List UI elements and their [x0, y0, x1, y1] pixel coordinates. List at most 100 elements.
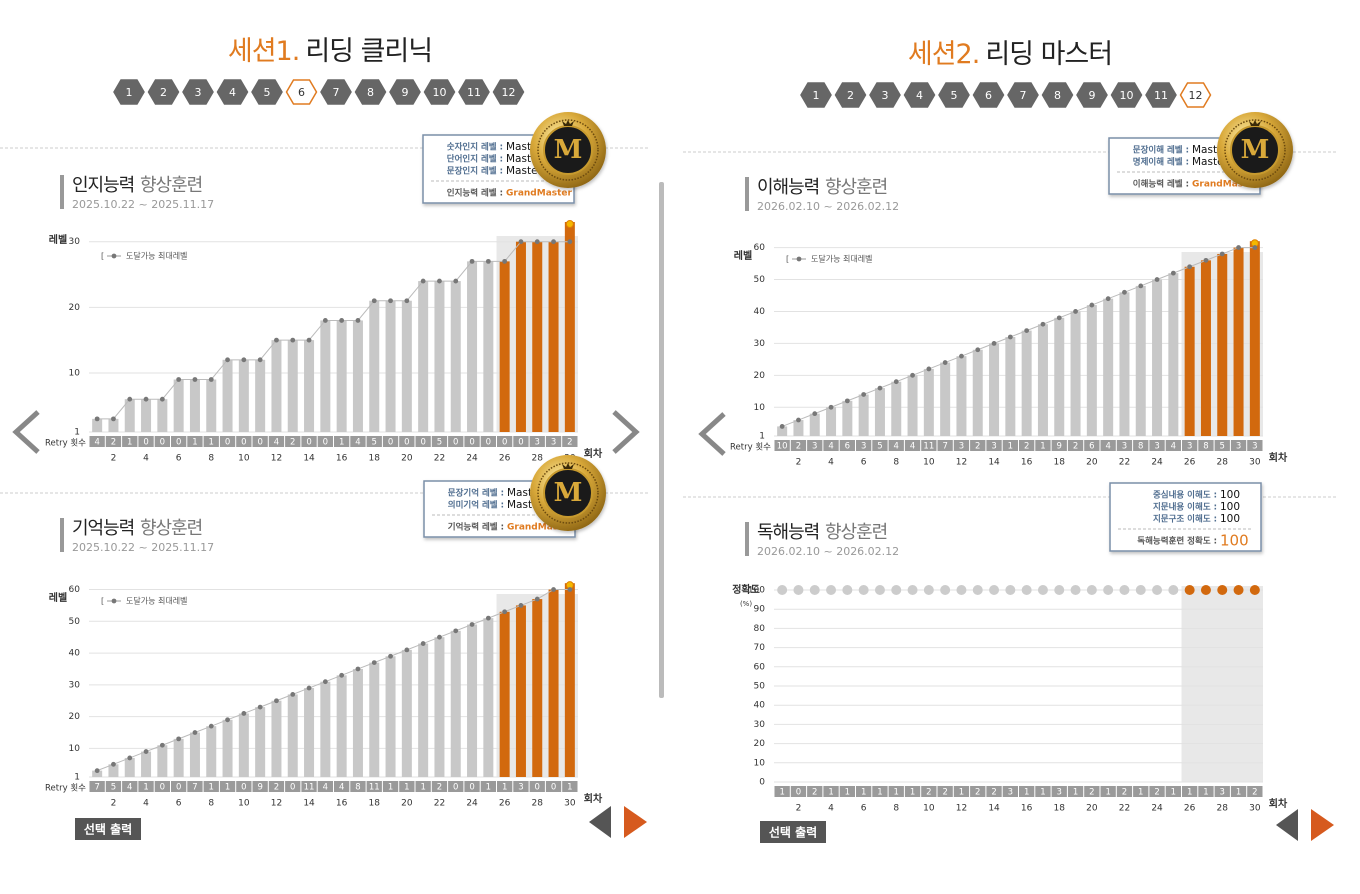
session-label: 세션2.	[908, 39, 979, 70]
prev-arrow[interactable]	[698, 412, 726, 456]
step-button[interactable]: 5	[251, 79, 283, 105]
step-button[interactable]: 3	[869, 82, 901, 108]
page-next[interactable]	[624, 806, 647, 838]
max-level-dot	[257, 704, 263, 710]
step-button[interactable]: 10	[1110, 82, 1143, 108]
step-button[interactable]: 7	[1007, 82, 1039, 108]
bar	[499, 611, 510, 777]
max-level-dot	[1154, 277, 1160, 282]
step-number: 5	[951, 89, 958, 102]
info-total-value: GrandMaster	[1192, 180, 1259, 190]
x-tick-label: 26	[499, 454, 511, 464]
retry-count: 2	[290, 438, 295, 448]
bar	[189, 732, 200, 777]
info-value: 100	[1220, 489, 1240, 501]
x-tick-label: 4	[143, 799, 149, 809]
retry-cell	[105, 781, 122, 792]
step-button[interactable]: 6	[972, 82, 1005, 108]
step-button[interactable]: 1	[113, 79, 145, 105]
retry-cell	[1116, 440, 1133, 451]
accuracy-dot	[874, 585, 885, 595]
step-button[interactable]: 1	[800, 82, 832, 108]
x-tick-label: 8	[208, 799, 214, 809]
step-hexagon	[903, 82, 936, 108]
page-prev[interactable]	[589, 806, 611, 838]
x-tick-label: 24	[466, 799, 478, 809]
retry-cell	[1149, 440, 1165, 451]
step-button[interactable]: 9	[1076, 82, 1108, 108]
accuracy-dot	[777, 585, 788, 595]
retry-cell	[888, 440, 904, 451]
bar	[222, 719, 233, 777]
retry-count: 1	[404, 783, 409, 793]
retry-cell	[268, 436, 285, 447]
x-tick-label: 28	[532, 799, 544, 809]
step-button[interactable]: 11	[1145, 82, 1177, 108]
accuracy-dot	[1249, 585, 1260, 595]
next-arrow[interactable]	[612, 410, 640, 454]
step-button[interactable]: 12	[492, 79, 525, 105]
x-tick-label: 16	[1021, 804, 1033, 814]
bar	[287, 340, 298, 432]
x-tick-label: 2	[111, 799, 117, 809]
retry-count: 4	[355, 438, 360, 448]
step-button[interactable]: 6	[285, 79, 318, 105]
retry-cell	[970, 440, 986, 451]
y-tick-label: 60	[69, 585, 81, 595]
page-prev[interactable]	[1276, 809, 1298, 841]
chart-title: 기억능력	[72, 518, 134, 539]
print-button[interactable]: 선택 출력	[760, 821, 826, 843]
step-button[interactable]: 4	[903, 82, 936, 108]
step-button[interactable]: 3	[182, 79, 214, 105]
retry-cell	[448, 436, 464, 447]
step-button[interactable]: 11	[458, 79, 490, 105]
x-tick-label: 22	[434, 454, 445, 464]
accuracy-dot	[842, 585, 853, 595]
retry-cell	[1214, 786, 1230, 797]
max-level-dot	[910, 372, 915, 378]
max-level-dot	[404, 298, 410, 304]
session-label: 세션1.	[228, 36, 299, 67]
step-button[interactable]: 2	[147, 79, 180, 105]
session-title: 세션1. 리딩 클리닉	[228, 36, 432, 67]
step-button[interactable]: 7	[320, 79, 352, 105]
title-marker	[745, 522, 749, 556]
max-level-dot	[796, 417, 801, 423]
print-button[interactable]: 선택 출력	[75, 818, 141, 840]
accuracy-dot	[1005, 585, 1016, 595]
info-label: 명제이해 레벨 :	[1133, 157, 1189, 168]
step-button[interactable]: 4	[216, 79, 249, 105]
max-level-dot	[1089, 302, 1095, 308]
retry-cell	[1067, 786, 1084, 797]
step-button[interactable]: 8	[354, 79, 387, 105]
prev-arrow[interactable]	[12, 410, 40, 454]
x-axis-label: 회차	[1269, 797, 1288, 810]
bar	[1233, 247, 1244, 436]
retry-label: Retry 횟수	[45, 783, 86, 794]
step-button[interactable]: 5	[938, 82, 970, 108]
step-button[interactable]: 2	[834, 82, 867, 108]
step-button[interactable]: 12	[1179, 82, 1212, 108]
scrollbar[interactable]	[659, 182, 664, 698]
retry-cell	[790, 786, 807, 797]
max-level-dot	[1138, 283, 1144, 289]
step-button[interactable]: 10	[423, 79, 456, 105]
max-level-dot	[1007, 334, 1013, 340]
retry-count: 2	[567, 438, 572, 448]
step-button[interactable]: 8	[1041, 82, 1074, 108]
max-level-dot	[485, 258, 491, 264]
print-button-label[interactable]: 선택 출력	[84, 822, 132, 837]
step-button[interactable]: 9	[389, 79, 421, 105]
max-level-dot	[1122, 289, 1127, 295]
page-next[interactable]	[1311, 809, 1334, 841]
bar	[1217, 253, 1228, 436]
max-level-dot	[812, 411, 818, 417]
retry-cell	[366, 781, 382, 792]
y-tick-label: 10	[69, 368, 81, 378]
max-level-dot	[388, 653, 393, 659]
print-button-label[interactable]: 선택 출력	[769, 825, 817, 840]
retry-cell	[203, 436, 219, 447]
top-marker	[565, 220, 574, 228]
retry-cell	[937, 440, 953, 451]
